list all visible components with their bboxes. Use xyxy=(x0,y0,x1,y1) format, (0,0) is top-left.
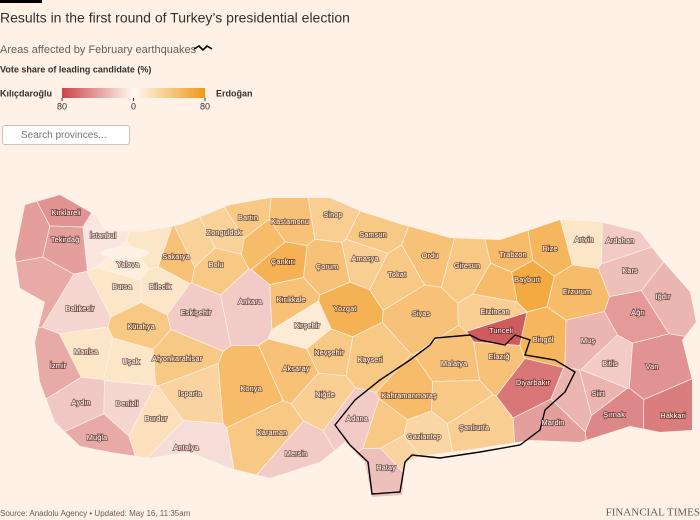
province-label: Kütahya xyxy=(127,322,155,331)
province-label: Uşak xyxy=(122,357,139,366)
province-label: Bartın xyxy=(238,213,258,222)
province-label: Muğla xyxy=(87,433,108,442)
province-label: Kırşehir xyxy=(294,321,320,330)
province-label: Giresun xyxy=(454,261,480,270)
province-label: Eskişehir xyxy=(181,308,212,317)
province-label: Tokat xyxy=(388,270,407,279)
province-label: Sinop xyxy=(323,210,342,219)
province-label: Niğde xyxy=(315,390,335,399)
province-label: Burdur xyxy=(145,414,168,423)
province-label: Ankara xyxy=(238,297,263,306)
province-label: Bitlis xyxy=(602,359,618,368)
province-label: Mersin xyxy=(285,449,308,458)
province-label: İzmir xyxy=(50,361,67,370)
province-label: Siirt xyxy=(592,389,606,398)
province-label: Bilecik xyxy=(149,282,171,291)
province-label: Denizli xyxy=(116,399,139,408)
province-label: Sivas xyxy=(412,309,431,318)
province-label: Şırnak xyxy=(603,410,625,419)
province-label: Bingöl xyxy=(533,335,554,344)
legend-tick-label: 0 xyxy=(131,101,136,111)
search-input[interactable] xyxy=(2,125,130,145)
province-label: Bayburt xyxy=(514,275,541,284)
province-label: Afyonkarahisar xyxy=(152,354,203,363)
province xyxy=(431,379,494,425)
province-label: Isparta xyxy=(179,389,203,398)
legend-left: Kılıçdaroğlu xyxy=(0,88,52,98)
province-label: Erzincan xyxy=(480,307,509,316)
province-label: Balıkesir xyxy=(66,304,95,313)
province xyxy=(472,262,518,303)
province-label: Samsun xyxy=(359,230,387,239)
province xyxy=(550,366,592,433)
province-label: Amasya xyxy=(351,254,379,263)
province-label: Aksaray xyxy=(282,364,309,373)
legend-tick-label: 80 xyxy=(200,101,210,111)
province-label: Konya xyxy=(240,384,262,393)
province-label: Ağrı xyxy=(631,308,645,317)
province-label: Kastamonu xyxy=(271,217,309,226)
top-bar xyxy=(0,0,42,3)
title: Results in the first round of Turkey’s p… xyxy=(0,10,350,26)
province-label: Iğdır xyxy=(655,292,671,301)
province-label: Yozgat xyxy=(334,304,358,313)
province-label: Tekirdağ xyxy=(51,235,79,244)
province-label: Bolu xyxy=(208,260,223,269)
province-label: Rize xyxy=(542,244,557,253)
province-label: İstanbul xyxy=(90,231,117,240)
province-label: Mardin xyxy=(542,418,565,427)
province-label: Malatya xyxy=(441,359,468,368)
province xyxy=(241,218,286,270)
province-label: Bursa xyxy=(112,282,132,291)
logo: FINANCIAL TIMES xyxy=(606,507,700,519)
marmara-sea xyxy=(101,247,149,259)
province-label: Artvin xyxy=(574,235,593,244)
province-label: Hatay xyxy=(376,463,396,472)
province-label: Sakarya xyxy=(162,252,190,261)
legend-bar xyxy=(62,88,205,98)
province-label: Antalya xyxy=(173,443,199,452)
province-label: Şanlıurfa xyxy=(459,423,490,432)
province-label: Kars xyxy=(622,266,638,275)
province xyxy=(333,447,435,497)
earthquake-region xyxy=(334,334,576,495)
legend-right: Erdoğan xyxy=(216,88,253,98)
province-label: Aydın xyxy=(71,398,90,407)
province-label: Van xyxy=(646,362,659,371)
province-label: Adana xyxy=(346,414,369,423)
province-label: Tunceli xyxy=(489,326,513,335)
province-label: Kayseri xyxy=(357,355,382,364)
province xyxy=(15,195,51,266)
subtitle: Areas affected by February earthquakes xyxy=(0,44,197,56)
province-label: Trabzon xyxy=(499,250,526,259)
province-label: Elazığ xyxy=(489,352,510,361)
province-label: Çankırı xyxy=(271,257,295,266)
province-label: Hakkari xyxy=(660,411,686,420)
province-label: Ardahan xyxy=(606,236,634,245)
province-label: Manisa xyxy=(74,347,99,356)
province-label: Gaziantep xyxy=(407,432,441,441)
province-label: Nevşehir xyxy=(314,348,344,357)
province-label: Muş xyxy=(581,336,595,345)
province-label: Karaman xyxy=(257,428,287,437)
province-label: Çorum xyxy=(316,262,339,271)
province xyxy=(362,397,408,449)
earthquake-icon xyxy=(193,44,213,52)
province-label: Kırıkkale xyxy=(276,295,305,304)
province-label: Diyarbakır xyxy=(516,378,551,387)
scale-title: Vote share of leading candidate (%) xyxy=(0,64,151,74)
province-label: Yalova xyxy=(117,260,140,269)
province-label: Kırklareli xyxy=(51,208,81,217)
province-label: Ordu xyxy=(422,251,439,260)
source: Source: Anadolu Agency • Updated: May 16… xyxy=(0,509,191,518)
province-label: Kahramanmaraş xyxy=(381,391,437,400)
province-label: Zonguldak xyxy=(206,228,241,237)
province-label: Erzurum xyxy=(563,287,591,296)
legend-tick-label: 80 xyxy=(57,101,67,111)
